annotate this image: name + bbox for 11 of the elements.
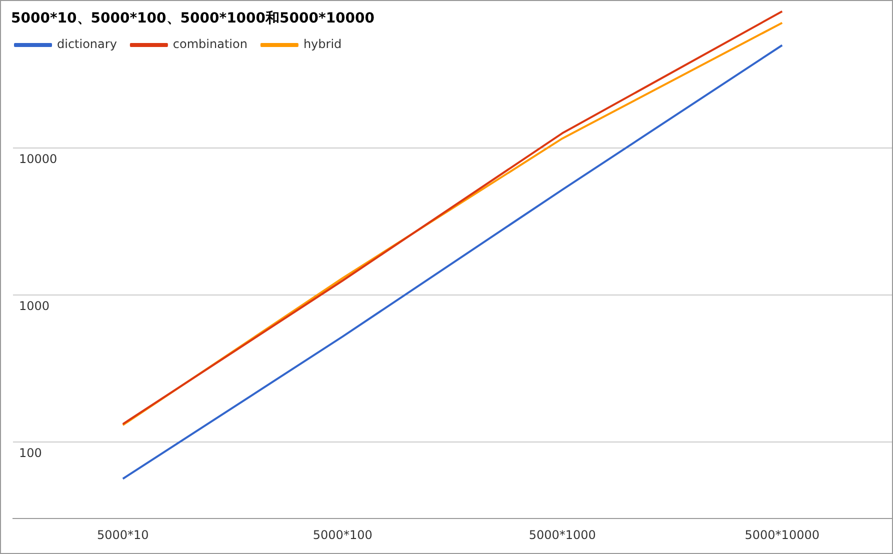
x-tick-label: 5000*10000	[744, 528, 820, 542]
legend-label: combination	[172, 37, 248, 52]
x-tick-label: 5000*100	[312, 528, 372, 542]
y-tick-label: 100	[19, 446, 42, 460]
y-tick-label: 10000	[19, 152, 58, 166]
legend-label: hybrid	[303, 37, 342, 52]
legend-label: dictionary	[57, 37, 117, 52]
y-tick-label: 1000	[19, 298, 50, 313]
x-tick-label: 5000*1000	[528, 528, 596, 542]
x-tick-label: 5000*10	[96, 528, 149, 542]
text: 5000*10、5000*100、5000*1000和5000*10000	[11, 10, 375, 27]
